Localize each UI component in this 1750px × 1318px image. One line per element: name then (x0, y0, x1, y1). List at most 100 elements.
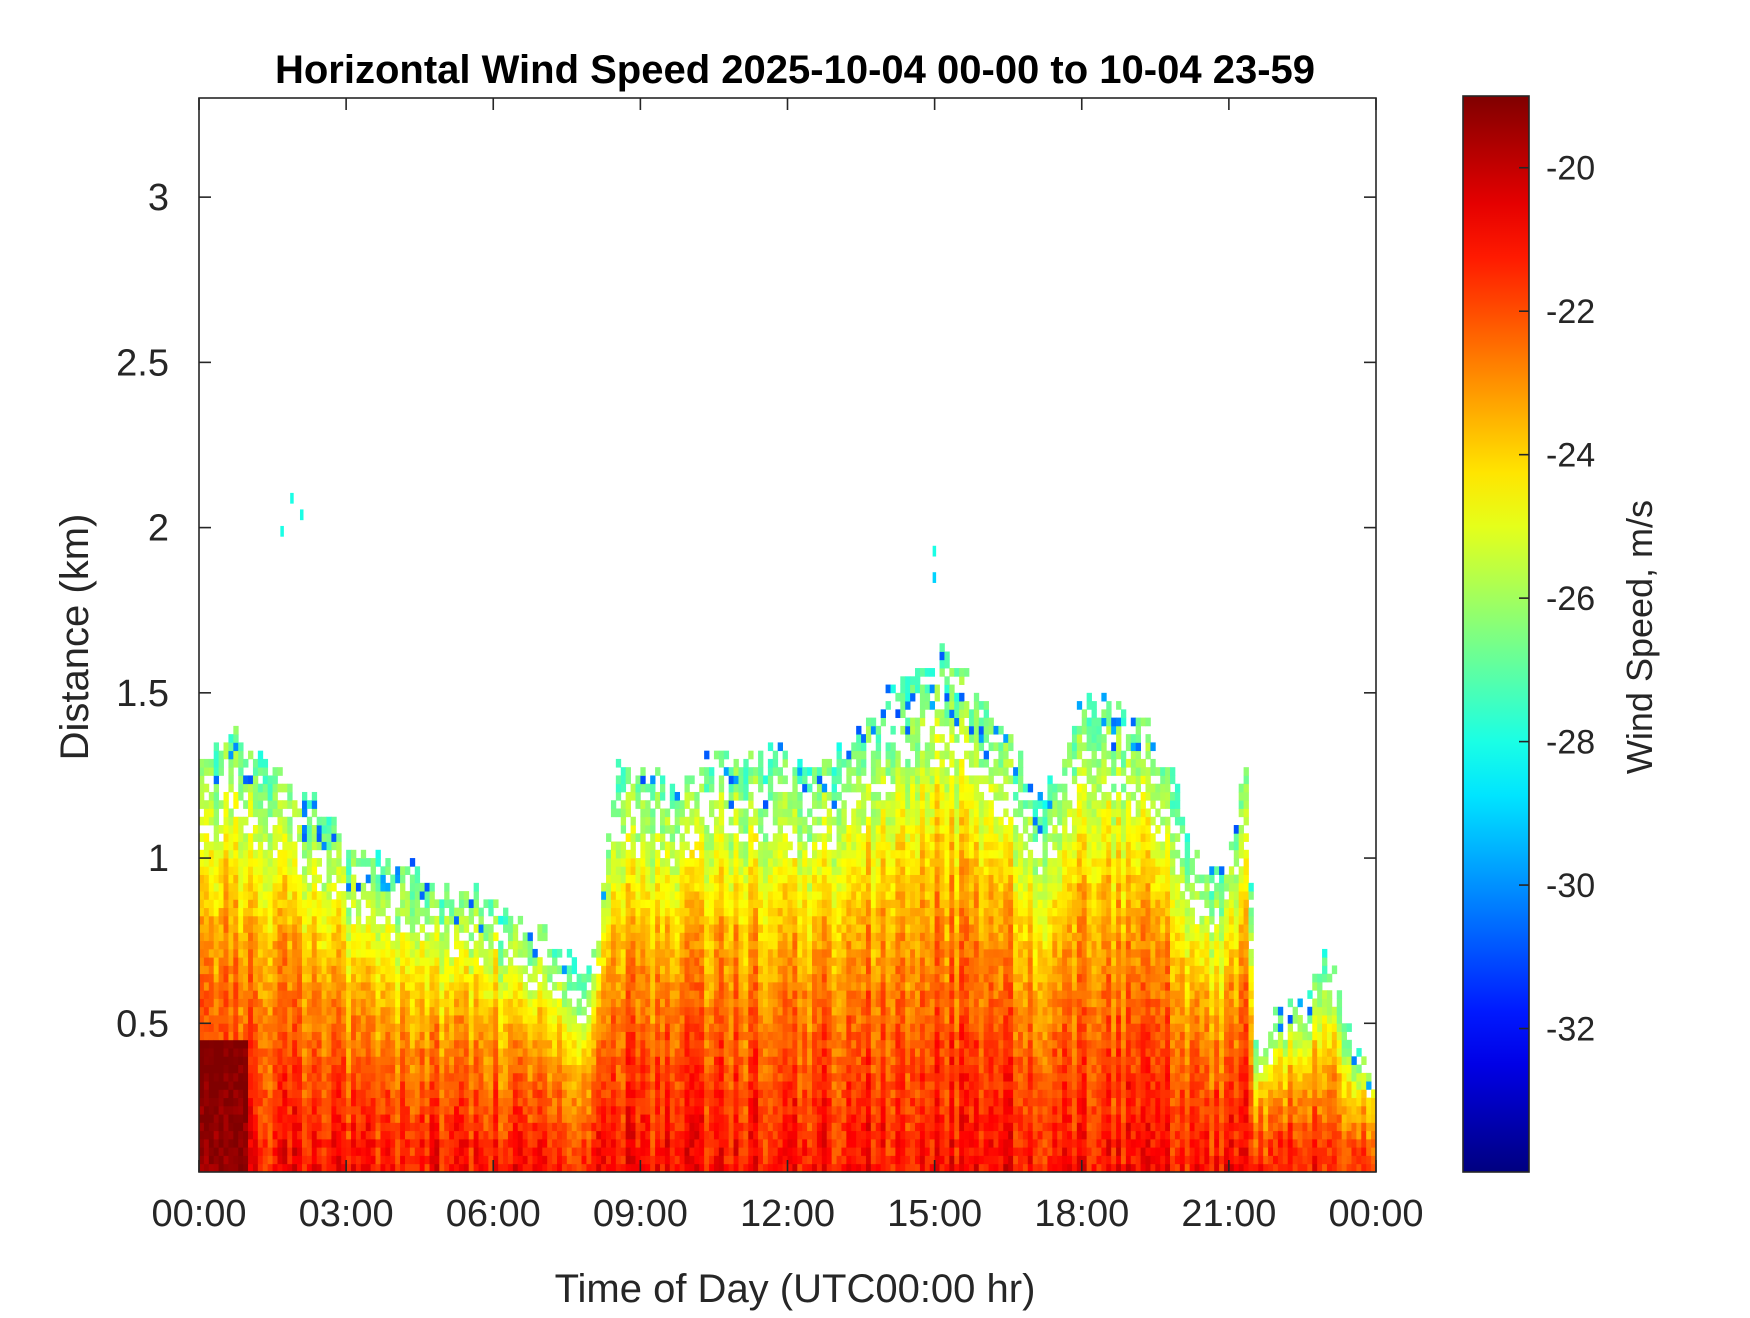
heatmap-cell (625, 965, 631, 975)
heatmap-cell (203, 874, 210, 884)
heatmap-cell (458, 1138, 465, 1148)
heatmap-cell (816, 957, 823, 966)
heatmap-cell (331, 1122, 337, 1132)
heatmap-cell (272, 899, 278, 909)
heatmap-cell (400, 940, 406, 950)
heatmap-cell (542, 990, 548, 999)
heatmap-cell (640, 1081, 646, 1090)
heatmap-cell (645, 899, 651, 909)
heatmap-cell (694, 973, 700, 983)
heatmap-cell (385, 858, 391, 867)
heatmap-cell (468, 907, 475, 917)
heatmap-cell (547, 1006, 553, 1016)
heatmap-cell (601, 973, 607, 983)
heatmap-cell (316, 1114, 322, 1123)
heatmap-cell (346, 1072, 352, 1082)
heatmap-cell (659, 965, 666, 975)
heatmap-cell (341, 899, 347, 909)
heatmap-cell (689, 1006, 695, 1016)
heatmap-cell (424, 965, 430, 975)
heatmap-cell (713, 1072, 720, 1082)
heatmap-cell (199, 1006, 205, 1016)
heatmap-cell (713, 800, 720, 809)
heatmap-cell (503, 1081, 509, 1090)
heatmap-cell (743, 1089, 749, 1099)
heatmap-cell (213, 874, 220, 884)
heatmap-cell (816, 1023, 823, 1032)
heatmap-cell (434, 1089, 440, 1099)
heatmap-cell (753, 1031, 759, 1041)
heatmap-cell (718, 874, 725, 884)
heatmap-cell (566, 1056, 573, 1065)
heatmap-cell (777, 800, 783, 809)
heatmap-cell (777, 833, 783, 842)
heatmap-cell (252, 915, 259, 925)
heatmap-cell (743, 1130, 749, 1140)
heatmap-cell (782, 882, 788, 892)
heatmap-cell (360, 924, 367, 933)
heatmap-cell (223, 940, 229, 950)
heatmap-cell (316, 1155, 322, 1165)
heatmap-cell (596, 1097, 602, 1107)
heatmap-cell (606, 907, 612, 917)
heatmap-cell (463, 1147, 470, 1156)
heatmap-cell (277, 800, 283, 809)
heatmap-cell (787, 808, 793, 818)
heatmap-cell (355, 899, 362, 909)
heatmap-cell (787, 1105, 793, 1115)
heatmap-cell (615, 990, 622, 999)
heatmap-cell (306, 1163, 313, 1173)
heatmap-cell (199, 1130, 205, 1140)
heatmap-cell (650, 783, 656, 793)
heatmap-cell (704, 775, 710, 785)
heatmap-cell (620, 1006, 627, 1016)
heatmap-cell (758, 981, 764, 991)
heatmap-cell (267, 957, 273, 966)
heatmap-cell (483, 1163, 489, 1173)
heatmap-cell (439, 1163, 445, 1173)
heatmap-cell (772, 924, 779, 933)
heatmap-cell (547, 1138, 553, 1148)
heatmap-cell (395, 1155, 401, 1165)
heatmap-cell (439, 1089, 445, 1099)
heatmap-cell (782, 849, 788, 859)
heatmap-cell (439, 907, 445, 917)
heatmap-cell (326, 849, 332, 859)
heatmap-cell (199, 1048, 205, 1057)
heatmap-cell (728, 775, 734, 785)
heatmap-cell (208, 1072, 215, 1082)
heatmap-cell (507, 1081, 514, 1090)
heatmap-cell (223, 882, 229, 892)
heatmap-cell (243, 816, 249, 826)
heatmap-cell (287, 874, 293, 884)
heatmap-cell (522, 990, 528, 999)
heatmap-cell (257, 1105, 264, 1115)
heatmap-cell (709, 1031, 715, 1041)
heatmap-cell (527, 1031, 533, 1041)
heatmap-cell (424, 957, 430, 966)
heatmap-cell (331, 973, 337, 983)
heatmap-cell (748, 907, 754, 917)
heatmap-cell (704, 1048, 710, 1057)
heatmap-cell (272, 1105, 278, 1115)
heatmap-cell (679, 1072, 685, 1082)
heatmap-cell (238, 1006, 244, 1016)
heatmap-cell (223, 874, 229, 884)
heatmap-cell (223, 932, 229, 942)
heatmap-cell (615, 932, 622, 942)
heatmap-cell (331, 1048, 337, 1057)
heatmap-cell (306, 1147, 313, 1156)
heatmap-cell (449, 1130, 455, 1140)
heatmap-cell (679, 808, 685, 818)
heatmap-cell (444, 882, 450, 892)
heatmap-cell (311, 940, 318, 950)
heatmap-cell (488, 981, 494, 991)
heatmap-cell (277, 767, 283, 776)
heatmap-cell (689, 1048, 695, 1057)
heatmap-cell (782, 973, 788, 983)
heatmap-cell (458, 1147, 465, 1156)
heatmap-cell (223, 1056, 229, 1065)
heatmap-cell (233, 816, 239, 826)
heatmap-cell (635, 1072, 641, 1082)
heatmap-cell (802, 1097, 808, 1107)
